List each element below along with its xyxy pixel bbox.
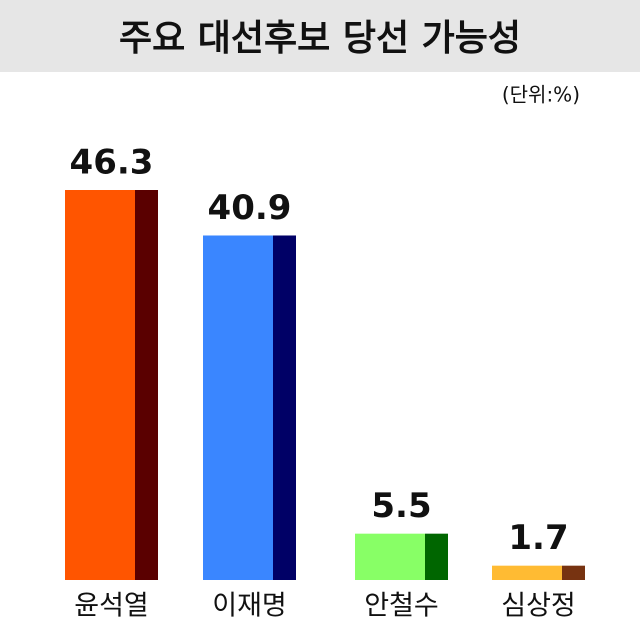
bar-side	[273, 235, 296, 580]
chart-title: 주요 대선후보 당선 가능성	[119, 18, 521, 59]
category-label: 이재명	[212, 591, 287, 622]
value-label: 40.9	[208, 188, 292, 228]
bar-side	[135, 190, 158, 580]
title-band	[0, 0, 640, 72]
unit-label: (단위:%)	[502, 83, 580, 107]
bar	[492, 565, 562, 580]
bar-side	[425, 533, 448, 580]
category-label: 윤석열	[74, 591, 149, 622]
value-label: 46.3	[70, 143, 154, 183]
bar	[203, 235, 273, 580]
value-label: 1.7	[508, 518, 568, 558]
value-label: 5.5	[371, 486, 431, 526]
bar-side	[562, 565, 585, 580]
bar	[355, 533, 425, 580]
category-label: 심상정	[501, 591, 576, 622]
category-label: 안철수	[364, 591, 439, 622]
bar	[65, 190, 135, 580]
